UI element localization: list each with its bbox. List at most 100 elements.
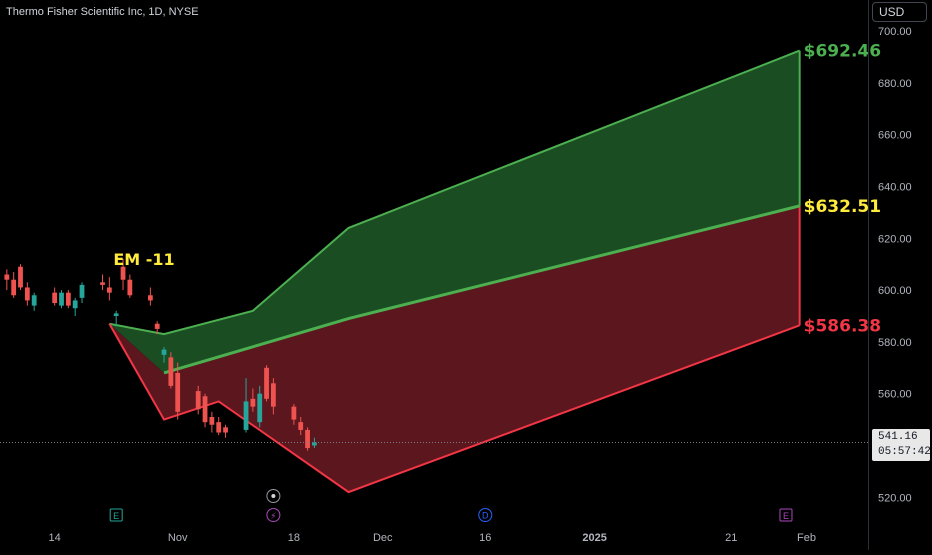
x-tick-label: 2025 [582, 532, 606, 544]
candle [72, 297, 78, 316]
candle [243, 378, 249, 433]
candle-body [24, 287, 30, 301]
candle [202, 393, 208, 428]
earnings-icon-box [779, 508, 793, 522]
last-price-value: 541.16 [878, 431, 918, 443]
candle-body [305, 429, 310, 449]
chart-title: Thermo Fisher Scientific Inc, 1D, NYSE [6, 6, 199, 18]
earnings-icon-label: E [113, 511, 119, 521]
candle-body [243, 401, 249, 430]
candle-body [31, 295, 37, 306]
middle-band-label: $632.51 [804, 197, 881, 217]
upcoming-event-ring [266, 489, 281, 503]
currency-button[interactable]: USD [872, 2, 927, 22]
candle [127, 274, 133, 298]
dividend-icon-ring [478, 508, 493, 522]
candle-body [127, 279, 133, 296]
candle-body [52, 292, 58, 304]
price-axis-separator [868, 0, 869, 550]
dividend-icon-label: D [482, 511, 489, 521]
candle [52, 287, 58, 306]
x-tick-label: Nov [168, 532, 188, 544]
candle-body [18, 266, 23, 288]
candle-body [59, 292, 64, 306]
candle-body [298, 422, 304, 430]
y-tick-label: 660.00 [878, 130, 912, 142]
candle-body [223, 427, 228, 433]
x-tick-label: 18 [288, 532, 300, 544]
candle [209, 411, 215, 433]
upcoming-event-dot [271, 494, 276, 498]
bar-countdown: 05:57:42 [878, 446, 931, 458]
y-tick-label: 620.00 [878, 233, 912, 245]
candle [223, 424, 228, 438]
upper-band-area [109, 50, 800, 373]
y-tick-label: 580.00 [878, 337, 912, 349]
split-icon-label: ⚡ [270, 512, 276, 522]
lower-band-line [108, 323, 801, 494]
y-tick-label: 680.00 [878, 78, 912, 90]
candle [168, 352, 174, 389]
candle-body [120, 266, 126, 280]
candle-body [175, 372, 181, 412]
x-tick-label: 14 [49, 532, 61, 544]
candle [4, 269, 10, 291]
earnings-icon-box [109, 508, 123, 522]
lower-band-label: $586.38 [804, 316, 881, 336]
x-tick-label: 16 [479, 532, 491, 544]
y-tick-label: 600.00 [878, 285, 912, 297]
split-icon-ring [266, 508, 281, 522]
candle [216, 416, 222, 436]
candle-body [168, 357, 174, 386]
candle [24, 282, 30, 306]
candle [120, 259, 126, 291]
split-icon: ⚡ [266, 508, 281, 522]
candle-body [79, 284, 85, 298]
candle [154, 321, 160, 335]
candle-body [291, 406, 297, 420]
candle-body [113, 313, 119, 316]
candle [31, 292, 37, 311]
x-tick-label: 21 [725, 532, 737, 544]
upper-band-line [109, 49, 801, 336]
candle-body [154, 323, 160, 329]
candle-body [11, 279, 17, 296]
upper-band-label: $692.46 [804, 42, 881, 62]
candle [175, 362, 181, 420]
y-tick-label: 560.00 [878, 389, 912, 401]
candle-body [65, 292, 71, 306]
candle-body [100, 282, 105, 285]
middle-band-line [163, 204, 801, 375]
candle [147, 287, 153, 306]
candle [79, 282, 85, 304]
y-tick-label: 520.00 [878, 492, 912, 504]
dividend-icon: D [478, 508, 493, 522]
y-tick-label: 700.00 [878, 26, 912, 38]
candle [312, 437, 317, 449]
x-tick-label: Dec [373, 532, 393, 544]
candle-body [216, 422, 222, 433]
candle [298, 416, 304, 436]
candle [305, 427, 310, 451]
candle-body [4, 274, 10, 280]
last-price-badge: 541.16 05:57:42 [872, 429, 931, 461]
candle [264, 365, 269, 402]
candle-body [270, 383, 276, 407]
candle [257, 385, 263, 428]
candle-body [72, 300, 78, 309]
candle [291, 404, 297, 425]
candle [113, 310, 119, 327]
candle-body [250, 398, 256, 407]
y-tick-label: 640.00 [878, 181, 912, 193]
candle-body [312, 442, 317, 446]
lower-band-area [109, 205, 800, 493]
earnings-icon-label: E [783, 511, 789, 521]
candle-body [202, 396, 208, 423]
candle-body [147, 295, 153, 301]
candle-body [257, 393, 263, 423]
candle-body [106, 287, 112, 293]
candle-body [209, 416, 215, 425]
earnings-icon: E [109, 508, 123, 522]
